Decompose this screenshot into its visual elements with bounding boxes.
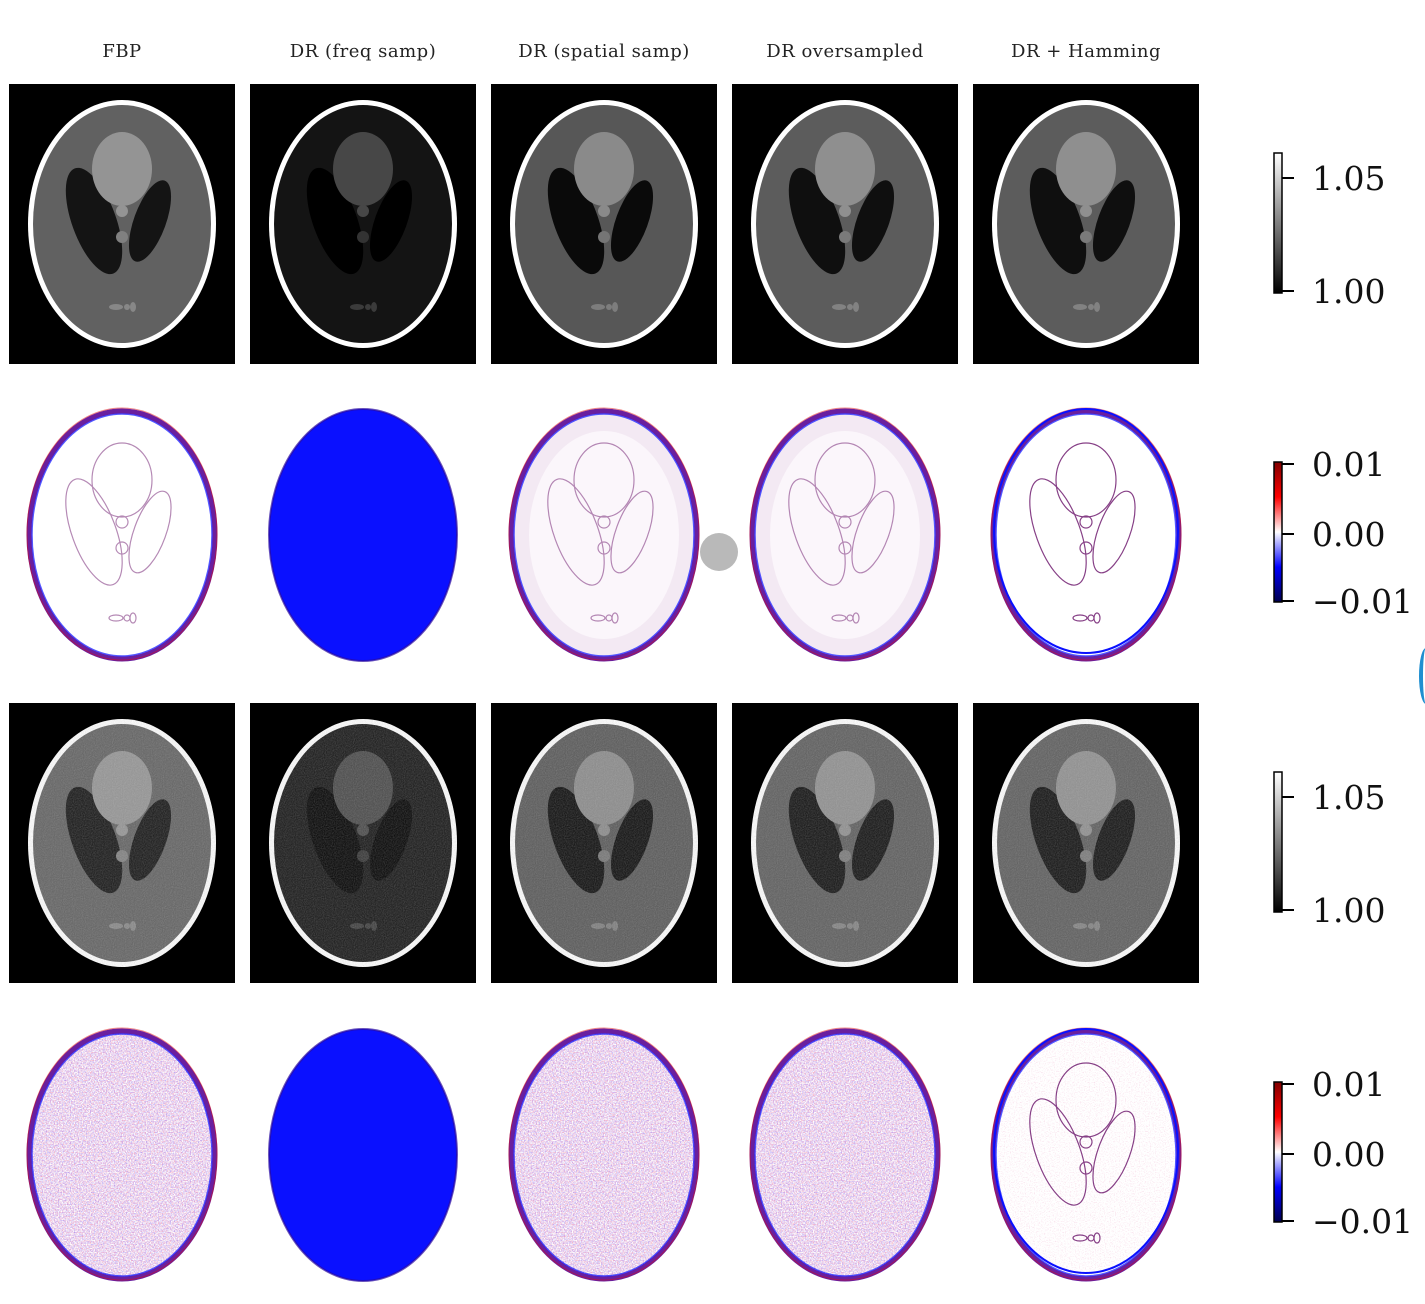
column-title-dr-freq-samp: DR (freq samp) — [290, 41, 436, 62]
colorbar-tick-label: 1.00 — [1312, 272, 1385, 311]
panel-row3-dr-oversampled — [732, 703, 958, 983]
colorbar-tick-label: −0.01 — [1312, 1202, 1413, 1241]
panel-row1-dr-hamming — [973, 84, 1199, 364]
column-title-dr-oversampled: DR oversampled — [766, 41, 923, 62]
panel-row3-dr-spatial-samp — [491, 703, 717, 983]
panel-row1-dr-spatial-samp — [491, 84, 717, 364]
column-title-dr-hamming: DR + Hamming — [1011, 41, 1161, 62]
panel-row4-dr-oversampled — [749, 1027, 941, 1282]
colorbar-tick-label: 0.00 — [1312, 1135, 1385, 1174]
panel-row2-dr-hamming — [990, 407, 1182, 662]
colorbar-tick-label: 0.01 — [1312, 1065, 1385, 1104]
colorbar-tick-label: 1.05 — [1312, 159, 1385, 198]
panel-row1-fbp — [9, 84, 235, 364]
panel-row2-fbp — [26, 407, 218, 662]
panel-row2-dr-freq-samp — [268, 408, 458, 662]
panel-row2-dr-oversampled — [749, 407, 941, 662]
colorbar-row2: 0.01 0.00 −0.01 — [1273, 445, 1413, 621]
colorbar-tick-label: 0.01 — [1312, 445, 1385, 484]
colorbar-tick-label: 1.00 — [1312, 891, 1385, 930]
column-title-fbp: FBP — [102, 41, 141, 62]
panel-row4-dr-spatial-samp — [508, 1027, 700, 1282]
colorbar-tick-label: −0.01 — [1312, 582, 1413, 621]
panel-row4-dr-freq-samp — [268, 1028, 458, 1282]
panel-row4-fbp — [26, 1027, 218, 1282]
panel-row3-dr-freq-samp — [250, 703, 476, 983]
column-title-dr-spatial-samp: DR (spatial samp) — [518, 41, 690, 62]
panel-row3-dr-hamming — [973, 703, 1199, 983]
colorbar-row4: 0.01 0.00 −0.01 — [1273, 1065, 1413, 1241]
panel-row3-fbp — [9, 703, 235, 983]
panel-row1-dr-oversampled — [732, 84, 958, 364]
panel-row1-dr-freq-samp — [250, 84, 476, 364]
panel-row4-dr-hamming — [990, 1027, 1182, 1282]
colorbar-row3: 1.05 1.00 — [1273, 771, 1385, 930]
panel-row2-dr-spatial-samp — [508, 407, 700, 662]
colorbar-tick-label: 0.00 — [1312, 515, 1385, 554]
pointer-cursor-dot — [700, 533, 738, 571]
colorbar-tick-label: 1.05 — [1312, 778, 1385, 817]
edge-scroll-indicator — [1419, 648, 1425, 704]
colorbar-row1: 1.05 1.00 — [1273, 152, 1385, 311]
